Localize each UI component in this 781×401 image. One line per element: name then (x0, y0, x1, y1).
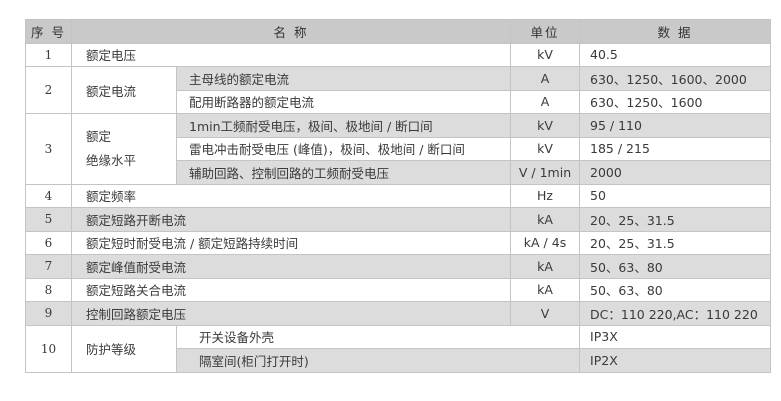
row-data: 630、1250、1600 (579, 89, 772, 114)
row-seq: 4 (25, 183, 72, 208)
row-name: 额定频率 (70, 183, 512, 208)
table-row: 配用断路器的额定电流 A 630、1250、1600 (26, 89, 772, 114)
row-name: 额定峰值耐受电流 (70, 254, 512, 279)
row-seq: 7 (25, 254, 72, 279)
row-data: 2000 (579, 160, 772, 185)
row-subname: 隔室间(柜门打开时) (175, 348, 581, 373)
row-name: 额定电流 (71, 66, 177, 114)
table-row: 2 额定电流 主母线的额定电流 A 630、1250、1600、2000 (25, 66, 772, 114)
row-subname: 开关设备外壳 (175, 324, 581, 349)
row-data: DC：110 220,AC：110 220 (579, 301, 772, 326)
row-subname: 雷电冲击耐受电压 (峰值)，极间、极地间 / 断口间 (175, 136, 512, 161)
row-unit: kV (510, 136, 581, 161)
table-row: 1 额定电压 kV 40.5 (25, 42, 772, 67)
row-seq: 9 (25, 301, 72, 326)
row-name: 控制回路额定电压 (70, 301, 512, 326)
row-subname: 1min工频耐受电压，极间、极地间 / 断口间 (175, 113, 512, 138)
row-seq: 6 (25, 230, 72, 255)
table-row: 隔室间(柜门打开时) IP2X (26, 348, 772, 373)
table-row: 4 额定频率 Hz 50 (25, 183, 772, 208)
row-data: 95 / 110 (579, 113, 772, 138)
row-unit: Hz (510, 183, 581, 208)
row-data: 20、25、31.5 (579, 207, 772, 232)
row-name-line1: 额定 (86, 128, 112, 144)
row-unit: kA (510, 254, 581, 279)
row-subname: 配用断路器的额定电流 (175, 89, 512, 114)
row-name: 额定短时耐受电流 / 额定短路持续时间 (70, 230, 512, 255)
row-seq: 2 (25, 66, 72, 114)
row-unit: kV (510, 113, 581, 138)
row-seq: 8 (25, 277, 72, 302)
table-row: 10 防护等级 开关设备外壳 IP3X (25, 324, 772, 373)
row-name: 额定 绝缘水平 (71, 113, 177, 185)
row-unit: A (510, 89, 581, 114)
table-row: 辅助回路、控制回路的工频耐受电压 V / 1min 2000 (26, 160, 772, 185)
row-data: IP2X (579, 348, 772, 373)
row-data: 50、63、80 (579, 277, 772, 302)
row-data: IP3X (579, 324, 772, 349)
row-name: 额定短路开断电流 (70, 207, 512, 232)
table-row: 3 额定绝缘水平 1min工频耐受电压，极间、极地间 / 断口间 kV 95 /… (25, 113, 772, 185)
table-row: 6 额定短时耐受电流 / 额定短路持续时间 kA / 4s 20、25、31.5 (25, 230, 772, 255)
table-row: 7 额定峰值耐受电流 kA 50、63、80 (25, 254, 772, 279)
table-row: 8 额定短路关合电流 kA 50、63、80 (25, 277, 772, 302)
row-seq: 5 (25, 207, 72, 232)
row-seq: 1 (25, 42, 72, 67)
row-data: 185 / 215 (579, 136, 772, 161)
row-data: 630、1250、1600、2000 (579, 66, 772, 91)
header-data: 数 据 (579, 19, 772, 44)
row-data: 50 (579, 183, 772, 208)
row-data: 20、25、31.5 (579, 230, 772, 255)
row-subname: 辅助回路、控制回路的工频耐受电压 (175, 160, 512, 185)
row-subname: 主母线的额定电流 (175, 66, 512, 91)
row-data: 40.5 (579, 42, 772, 67)
row-unit: V (510, 301, 581, 326)
row-name-line2: 绝缘水平 (86, 152, 137, 168)
row-unit: kV (510, 42, 581, 67)
spec-table: 序 号 名 称 单位 数 据 1 额定电压 kV 40.5 2 额定电流 主母线… (25, 19, 772, 373)
table-row: 5 额定短路开断电流 kA 20、25、31.5 (25, 207, 772, 232)
row-name: 防护等级 (71, 324, 177, 373)
row-unit: kA / 4s (510, 230, 581, 255)
row-unit: kA (510, 277, 581, 302)
row-unit: kA (510, 207, 581, 232)
header-name: 名 称 (70, 19, 512, 44)
header-unit: 单位 (510, 19, 581, 44)
row-name: 额定短路关合电流 (70, 277, 512, 302)
table-header: 序 号 名 称 单位 数 据 (25, 19, 772, 44)
row-unit: V / 1min (510, 160, 581, 185)
table-row: 9 控制回路额定电压 V DC：110 220,AC：110 220 (25, 301, 772, 326)
row-data: 50、63、80 (579, 254, 772, 279)
row-seq: 3 (25, 113, 72, 185)
row-unit: A (510, 66, 581, 91)
row-seq: 10 (25, 324, 72, 373)
header-seq: 序 号 (25, 19, 72, 44)
row-name: 额定电压 (70, 42, 512, 67)
